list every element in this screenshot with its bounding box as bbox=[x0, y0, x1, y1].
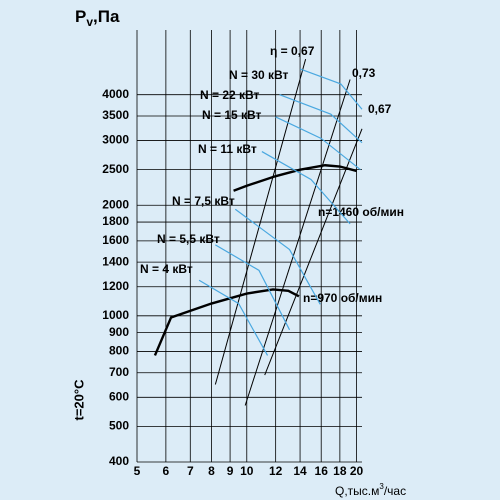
side-note: t=20°C bbox=[71, 379, 86, 421]
curve bbox=[214, 58, 307, 385]
y-tick-label: 700 bbox=[109, 365, 129, 379]
x-label: Q,тыс.м3/час bbox=[335, 482, 406, 498]
x-tick-label: 6 bbox=[163, 464, 170, 478]
curve-label: N = 30 кВт bbox=[229, 68, 289, 82]
curve-label: N = 22 кВт bbox=[200, 88, 260, 102]
y-tick-label: 2500 bbox=[102, 162, 129, 176]
y-tick-label: 1800 bbox=[102, 214, 129, 228]
y-tick-label: 600 bbox=[109, 389, 129, 403]
curve-label: N = 5,5 кВт bbox=[157, 232, 220, 246]
y-tick-label: 3500 bbox=[102, 108, 129, 122]
x-tick-label: 18 bbox=[333, 464, 347, 478]
x-tick-label: 12 bbox=[269, 464, 283, 478]
curve-label: N = 15 кВт bbox=[202, 108, 262, 122]
y-tick-label: 1000 bbox=[102, 308, 129, 322]
y-tick-label: 900 bbox=[109, 325, 129, 339]
curve-label: η = 0,67 bbox=[270, 44, 315, 58]
curve bbox=[275, 116, 361, 171]
curve-label: n=1460 об/мин bbox=[318, 205, 404, 219]
x-tick-label: 10 bbox=[240, 464, 254, 478]
x-tick-label: 9 bbox=[227, 464, 234, 478]
curve bbox=[264, 128, 363, 376]
x-tick-label: 14 bbox=[293, 464, 307, 478]
y-label: Pv,Па bbox=[75, 7, 120, 29]
curve bbox=[153, 288, 300, 356]
y-tick-label: 1200 bbox=[102, 279, 129, 293]
x-tick-label: 20 bbox=[350, 464, 364, 478]
curve-label: N = 11 кВт bbox=[198, 142, 257, 156]
curve bbox=[261, 151, 351, 225]
y-tick-label: 3000 bbox=[102, 133, 129, 147]
curve bbox=[234, 208, 321, 305]
x-tick-label: 8 bbox=[208, 464, 215, 478]
curve bbox=[215, 244, 291, 331]
y-tick-label: 800 bbox=[109, 344, 129, 358]
x-tick-label: 7 bbox=[187, 464, 194, 478]
curve-label: 0,73 bbox=[352, 66, 376, 80]
y-tick-label: 500 bbox=[109, 419, 129, 433]
curve-label: N = 7,5 кВт bbox=[172, 194, 235, 208]
curve bbox=[244, 79, 351, 406]
curve-label: 0,67 bbox=[368, 102, 392, 116]
curve bbox=[279, 94, 363, 144]
y-tick-label: 400 bbox=[109, 454, 129, 468]
curve bbox=[299, 68, 363, 110]
curve bbox=[198, 279, 269, 356]
y-tick-label: 1400 bbox=[102, 254, 129, 268]
y-tick-label: 4000 bbox=[102, 87, 129, 101]
y-tick-label: 2000 bbox=[102, 197, 129, 211]
y-tick-label: 1600 bbox=[102, 233, 129, 247]
x-tick-label: 5 bbox=[134, 464, 141, 478]
curve-label: n=970 об/мин bbox=[303, 291, 382, 305]
x-tick-label: 16 bbox=[315, 464, 329, 478]
curve-label: N = 4 кВт bbox=[140, 262, 193, 276]
curve bbox=[233, 164, 357, 192]
